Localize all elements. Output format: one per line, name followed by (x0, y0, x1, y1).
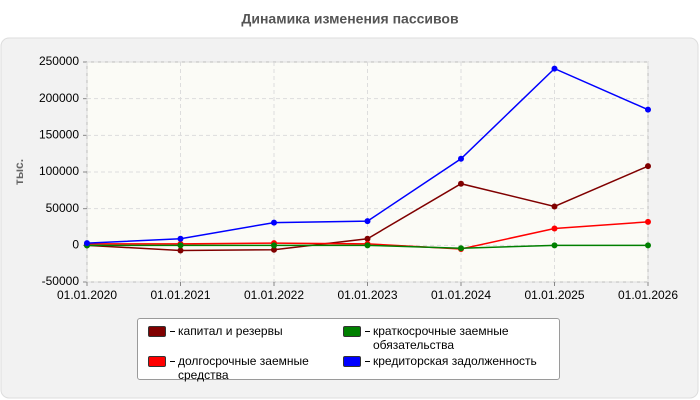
point (458, 245, 464, 252)
y-axis-label: тыс. (12, 159, 26, 185)
point (551, 225, 558, 232)
legend-swatch (148, 326, 166, 337)
legend-swatch (148, 356, 166, 367)
legend-dash (365, 361, 370, 362)
legend-swatch (343, 356, 361, 367)
point (271, 242, 277, 249)
point (177, 235, 184, 242)
x-tick-label: 01.01.2025 (524, 288, 584, 302)
point (645, 218, 651, 225)
point (551, 203, 558, 210)
legend-dash (170, 331, 175, 332)
x-tick-label: 01.01.2022 (244, 288, 304, 302)
y-tick-label: 50000 (46, 201, 80, 215)
legend-dash (365, 331, 370, 332)
x-tick-label: 01.01.2020 (57, 288, 117, 302)
point (551, 65, 558, 72)
point (551, 242, 558, 249)
point (271, 246, 277, 253)
y-tick-label: -50000 (42, 274, 80, 288)
x-tick-label: 01.01.2026 (618, 288, 678, 302)
legend-label: кредиторская задолженность (373, 354, 537, 368)
y-tick-label: 100000 (39, 164, 79, 178)
y-tick-label: 250000 (39, 54, 79, 68)
legend-item: кредиторская задолженность (343, 354, 553, 382)
legend-label: краткосрочные заемные обязательства (373, 324, 509, 352)
point (364, 242, 371, 249)
y-tick-label: 150000 (39, 128, 79, 142)
legend-label: капитал и резервы (178, 324, 283, 338)
point (177, 247, 184, 254)
legend-item: краткосрочные заемные обязательства (343, 324, 553, 352)
point (84, 240, 90, 247)
x-tick-label: 01.01.2024 (431, 288, 491, 302)
chart-title: Динамика изменения пассивов (241, 11, 459, 27)
point (645, 106, 651, 113)
point (645, 163, 651, 170)
point (177, 242, 184, 249)
x-tick-label: 01.01.2021 (150, 288, 210, 302)
point (364, 235, 371, 242)
legend-swatch (343, 326, 361, 337)
legend-item: капитал и резервы (148, 324, 343, 352)
y-tick-label: 200000 (39, 91, 79, 105)
y-tick-label: 0 (72, 238, 79, 252)
legend-label: долгосрочные заемные средства (178, 354, 309, 382)
point (645, 242, 651, 249)
point (458, 155, 464, 162)
legend: капитал и резервы долгосрочные заемные ср… (137, 318, 560, 382)
legend-item: долгосрочные заемные средства (148, 354, 343, 382)
point (364, 218, 371, 225)
x-tick-label: 01.01.2023 (337, 288, 397, 302)
legend-dash (170, 361, 175, 362)
point (271, 219, 277, 226)
point (458, 180, 464, 187)
